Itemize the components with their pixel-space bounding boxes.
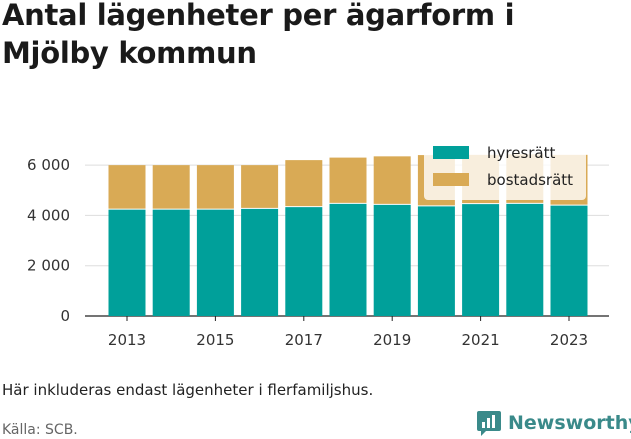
legend-swatch: [433, 146, 469, 159]
bar-bostadsratt: [329, 157, 367, 203]
x-tick-label: 2021: [462, 331, 500, 349]
y-tick-label: 2 000: [27, 257, 70, 275]
y-tick-label: 6 000: [27, 156, 70, 174]
legend-swatch: [433, 173, 469, 186]
bar-hyresratt: [506, 203, 544, 316]
x-tick-label: 2019: [373, 331, 411, 349]
x-tick-label: 2015: [196, 331, 234, 349]
bar-bostadsratt: [241, 165, 279, 208]
bar-hyresratt: [152, 209, 190, 316]
bar-hyresratt: [196, 209, 234, 316]
chart-note: Här inkluderas endast lägenheter i flerf…: [2, 381, 374, 399]
y-axis-ticks: 0 2 000 4 000 6 000: [27, 156, 70, 325]
y-tick-label: 4 000: [27, 206, 70, 224]
bar-hyresratt: [373, 204, 411, 316]
brand-logo: Newsworthy: [476, 408, 631, 438]
bar-hyresratt: [462, 204, 500, 316]
chart-title: Antal lägenheter per ägarform i Mjölby k…: [2, 0, 515, 70]
legend: hyresrätt bostadsrätt: [424, 140, 586, 200]
bar-hyresratt: [329, 203, 367, 316]
bar-hyresratt: [241, 208, 279, 316]
brand-name: Newsworthy: [508, 412, 631, 434]
chart-source: Källa: SCB.: [2, 422, 78, 438]
y-tick-label: 0: [60, 307, 70, 325]
bar-bostadsratt: [285, 160, 323, 207]
bar-hyresratt: [108, 209, 146, 316]
bar-bostadsratt: [373, 156, 411, 204]
bar-hyresratt: [285, 207, 323, 316]
legend-label: bostadsrätt: [487, 171, 573, 189]
bar-hyresratt: [417, 206, 455, 316]
x-axis-ticks: 2013 2015 2017 2019 2021 2023: [108, 316, 588, 349]
newsworthy-logo-icon: [477, 411, 501, 436]
bar-bostadsratt: [108, 165, 146, 209]
bar-bostadsratt: [196, 165, 234, 209]
legend-label: hyresrätt: [487, 144, 556, 162]
stacked-bar-chart: 0 2 000 4 000 6 000 2013 2015 2017 2019 2021 202…: [27, 140, 609, 349]
bar-bostadsratt: [152, 165, 190, 209]
x-tick-label: 2013: [108, 331, 146, 349]
x-tick-label: 2023: [550, 331, 588, 349]
x-tick-label: 2017: [285, 331, 323, 349]
bar-hyresratt: [550, 205, 588, 316]
